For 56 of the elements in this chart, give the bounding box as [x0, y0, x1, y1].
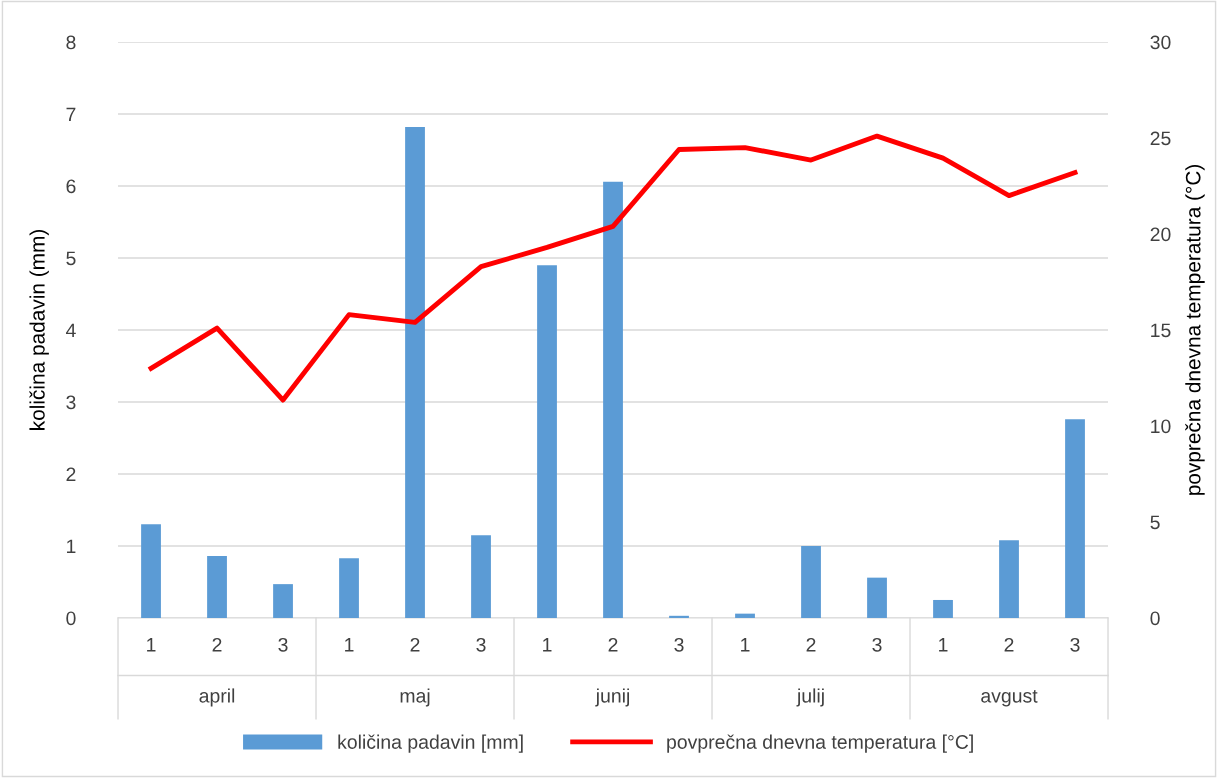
x-tick-label: 1	[543, 638, 552, 652]
y-tick-label: 4	[65, 323, 76, 338]
y2-tick-label: 15	[1151, 323, 1171, 338]
bar	[933, 599, 953, 618]
y2-tick-label: 5	[1150, 515, 1160, 530]
y-tick-label: 1	[67, 539, 76, 554]
x-tick-label: 3	[278, 637, 288, 652]
x-tick-label: 3	[476, 637, 486, 652]
y-tick-label: 7	[66, 107, 76, 122]
bar	[603, 181, 623, 618]
bar	[207, 556, 227, 618]
bar	[405, 126, 425, 618]
bar	[1065, 419, 1085, 618]
x-tick-label: 2	[1004, 637, 1014, 652]
y2-axis-title: povprečna dnevna temperatura (°C)	[1185, 164, 1205, 495]
x-tick-label: 2	[410, 637, 420, 652]
bar	[339, 558, 359, 618]
bar	[867, 577, 887, 618]
y-tick-label: 3	[66, 395, 76, 410]
y2-tick-label: 10	[1151, 419, 1171, 434]
bar	[669, 615, 689, 618]
x-tick-label: 1	[345, 638, 354, 652]
y-tick-label: 6	[66, 179, 76, 194]
y2-tick-label: 20	[1150, 227, 1171, 242]
y-tick-label: 5	[66, 251, 76, 266]
x-tick-label: 3	[872, 637, 882, 652]
y2-tick-label: 25	[1150, 131, 1171, 146]
x-tick-label: 3	[1070, 637, 1080, 652]
bar	[735, 613, 755, 618]
bar	[801, 545, 821, 618]
bar	[273, 584, 293, 618]
bar	[999, 540, 1019, 618]
bar	[141, 524, 161, 618]
y-axis-title: količina padavin (mm)	[29, 229, 49, 430]
y-tick-label: 2	[66, 467, 76, 482]
y-tick-label: 0	[66, 611, 76, 626]
x-tick-label: 1	[147, 638, 156, 652]
text: april	[199, 688, 235, 707]
line-series	[148, 133, 1078, 403]
x-tick-label: 3	[674, 637, 684, 652]
legend-label: povprečna dnevna temperatura [°C]	[667, 734, 973, 753]
y-tick-label: 8	[66, 35, 76, 50]
legend-label: količina padavin [mm]	[338, 734, 523, 753]
bar	[471, 535, 491, 618]
x-tick-label: 2	[608, 637, 618, 652]
x-tick-label: 1	[741, 638, 750, 652]
y2-tick-label: 30	[1150, 35, 1171, 50]
x-tick-label: 2	[212, 637, 222, 652]
x-tick-label: 2	[806, 637, 816, 652]
text: avgust	[981, 689, 1038, 707]
text: maj	[400, 688, 430, 707]
y2-tick-label: 0	[1150, 611, 1160, 626]
text: julij	[796, 688, 824, 707]
text: junij	[595, 688, 629, 707]
bar	[537, 265, 557, 618]
x-tick-label: 1	[939, 638, 948, 652]
